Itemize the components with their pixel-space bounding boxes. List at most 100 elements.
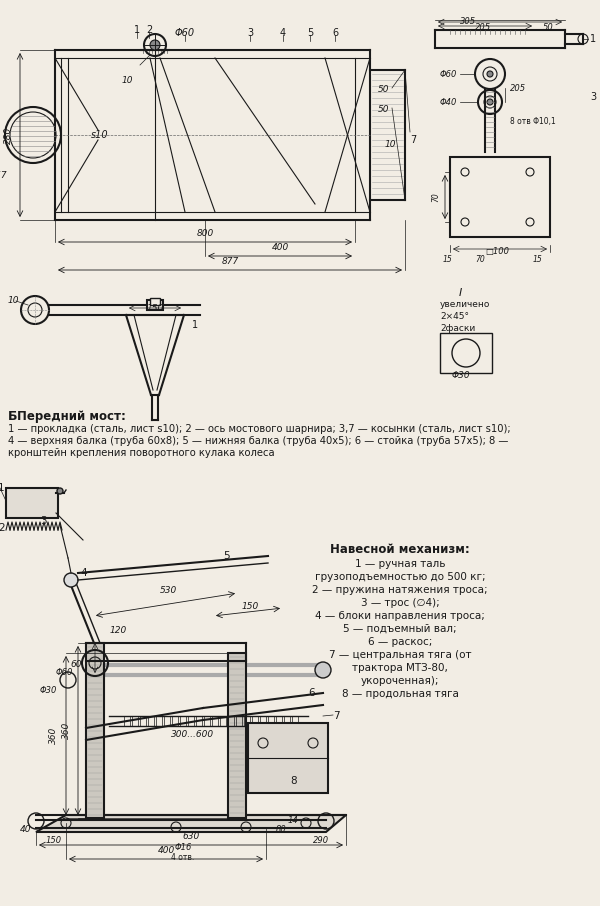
Text: 205: 205 <box>510 84 526 93</box>
Text: Φ57: Φ57 <box>0 171 7 180</box>
Text: кронштейн крепления поворотного кулака колеса: кронштейн крепления поворотного кулака к… <box>8 448 275 458</box>
Text: 120: 120 <box>110 626 127 635</box>
Text: 1 — ручная таль: 1 — ручная таль <box>355 559 445 569</box>
Bar <box>220 716 226 726</box>
Text: 5: 5 <box>223 551 230 561</box>
Text: трактора МТЗ-80,: трактора МТЗ-80, <box>352 663 448 673</box>
Bar <box>260 716 266 726</box>
Circle shape <box>64 573 78 587</box>
Text: 360: 360 <box>62 722 71 739</box>
Bar <box>236 716 242 726</box>
Text: 6 — раскос;: 6 — раскос; <box>368 637 432 647</box>
Bar <box>228 653 246 818</box>
Text: 150: 150 <box>46 836 62 845</box>
Bar <box>450 157 550 237</box>
Bar <box>248 723 328 793</box>
Text: s10: s10 <box>91 130 109 140</box>
Bar <box>6 488 58 518</box>
Text: 10: 10 <box>8 296 19 305</box>
Text: 4 — блоки направления троса;: 4 — блоки направления троса; <box>315 611 485 621</box>
Text: I: I <box>458 288 461 298</box>
Text: 1: 1 <box>590 34 596 44</box>
Bar <box>212 716 218 726</box>
Text: 800: 800 <box>196 229 214 238</box>
Circle shape <box>150 40 160 50</box>
Text: 40: 40 <box>20 825 32 834</box>
Text: грузоподъемностью до 500 кг;: грузоподъемностью до 500 кг; <box>314 572 485 582</box>
Text: 60: 60 <box>70 660 82 669</box>
Bar <box>204 716 210 726</box>
Text: 50: 50 <box>378 85 389 94</box>
Text: 10: 10 <box>121 76 133 85</box>
Text: Навесной механизм:: Навесной механизм: <box>330 543 470 556</box>
Text: 8: 8 <box>290 776 296 786</box>
Text: 5 — подъемный вал;: 5 — подъемный вал; <box>343 624 457 634</box>
Text: Φ60: Φ60 <box>56 668 73 677</box>
Text: 6: 6 <box>308 688 314 698</box>
Bar <box>124 716 130 726</box>
Text: 8 — продольная тяга: 8 — продольная тяга <box>341 689 458 699</box>
Text: Φ16: Φ16 <box>175 843 191 852</box>
Bar <box>140 716 146 726</box>
Text: 3: 3 <box>247 28 253 38</box>
Text: 4: 4 <box>280 28 286 38</box>
Text: 6: 6 <box>332 28 338 38</box>
Text: 2×45°: 2×45° <box>440 312 469 321</box>
Text: 70: 70 <box>431 192 440 202</box>
Bar <box>180 716 186 726</box>
Text: увеличено: увеличено <box>440 300 490 309</box>
Text: 10: 10 <box>385 140 397 149</box>
Text: 5: 5 <box>307 28 313 38</box>
Bar <box>284 716 290 726</box>
Text: 7: 7 <box>410 135 416 145</box>
Text: 50: 50 <box>378 105 389 114</box>
Text: Φ40: Φ40 <box>440 98 457 107</box>
Text: 70: 70 <box>475 255 485 264</box>
Polygon shape <box>36 815 346 832</box>
Bar <box>228 716 234 726</box>
Bar <box>132 716 138 726</box>
Text: 300...600: 300...600 <box>172 730 215 739</box>
Text: 1 — прокладка (сталь, лист s10); 2 — ось мостового шарнира; 3,7 — косынки (сталь: 1 — прокладка (сталь, лист s10); 2 — ось… <box>8 424 511 434</box>
Text: Φ30: Φ30 <box>40 686 58 695</box>
Text: 14: 14 <box>288 816 299 825</box>
Text: 630: 630 <box>182 832 200 841</box>
Bar <box>150 298 160 305</box>
Text: 1: 1 <box>192 320 198 330</box>
Bar <box>164 716 170 726</box>
Text: 400: 400 <box>157 846 175 855</box>
Bar <box>148 716 154 726</box>
Text: 15: 15 <box>443 255 453 264</box>
Circle shape <box>487 99 493 105</box>
Bar <box>268 716 274 726</box>
Text: 2: 2 <box>146 25 152 35</box>
Text: 3 — трос (∅4);: 3 — трос (∅4); <box>361 598 439 608</box>
Text: □100: □100 <box>485 247 509 256</box>
Text: укороченная);: укороченная); <box>361 676 439 686</box>
Text: 360: 360 <box>49 727 58 744</box>
Text: 15: 15 <box>533 255 543 264</box>
Bar <box>156 716 162 726</box>
Circle shape <box>315 662 331 678</box>
Text: 1: 1 <box>0 483 5 493</box>
Text: 4 — верхняя балка (труба 60х8); 5 — нижняя балка (труба 40х5); 6 — стойка (труба: 4 — верхняя балка (труба 60х8); 5 — нижн… <box>8 436 508 446</box>
Text: 290: 290 <box>313 836 329 845</box>
Text: 50: 50 <box>543 23 554 32</box>
Text: 4: 4 <box>80 568 86 578</box>
Text: Φ60: Φ60 <box>440 70 457 79</box>
Text: 280: 280 <box>4 126 13 144</box>
Text: 1: 1 <box>134 25 140 35</box>
Bar <box>440 333 492 373</box>
Circle shape <box>487 71 493 77</box>
Text: 3: 3 <box>40 516 47 526</box>
Text: 530: 530 <box>160 586 176 595</box>
Bar <box>86 643 104 818</box>
Bar <box>292 716 298 726</box>
Text: 205: 205 <box>475 23 491 32</box>
Bar <box>172 716 178 726</box>
Bar <box>276 716 282 726</box>
Text: 150: 150 <box>146 304 164 313</box>
Text: 877: 877 <box>221 257 239 266</box>
Text: Φ60: Φ60 <box>175 28 195 38</box>
Bar <box>244 716 250 726</box>
